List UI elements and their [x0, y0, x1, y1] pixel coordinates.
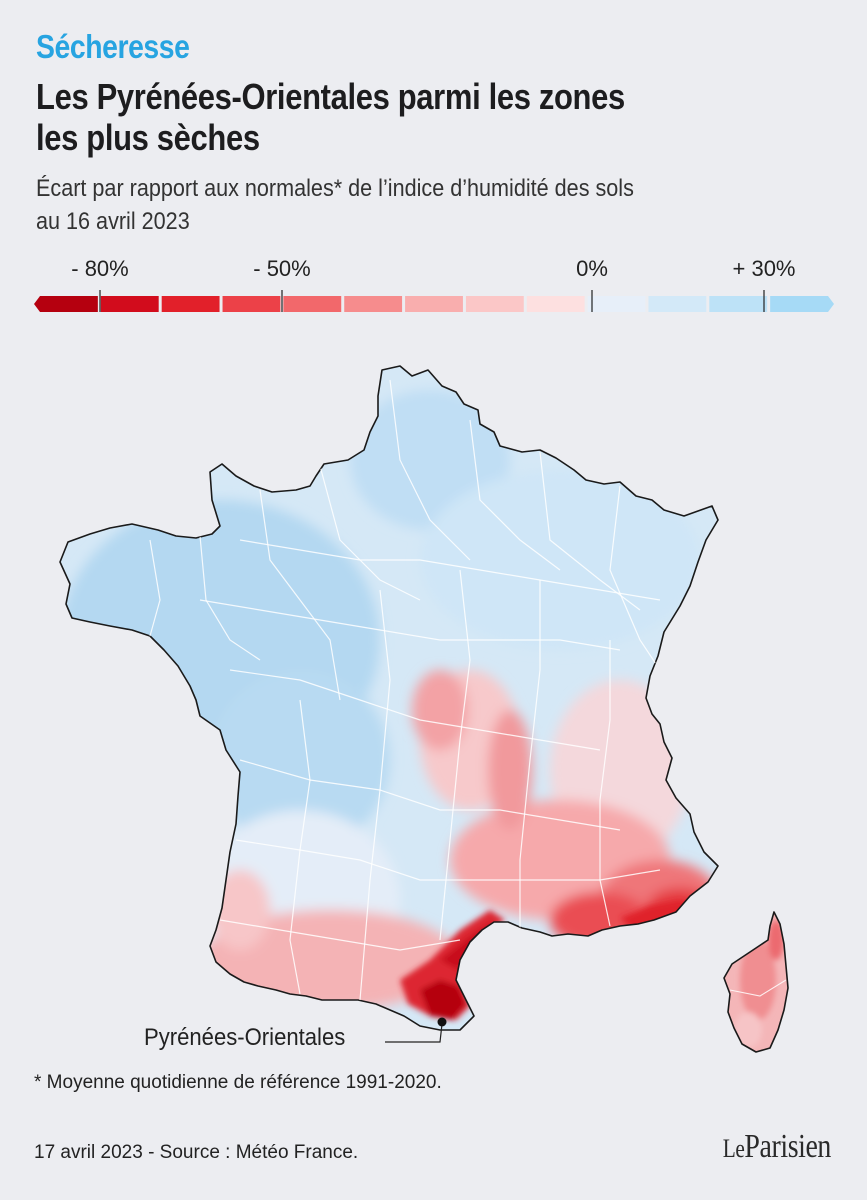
department-borders [149, 379, 661, 1001]
color-scale-legend [34, 290, 834, 312]
title-line-2: les plus sèches [36, 117, 260, 158]
france-soil-moisture-map [59, 365, 789, 1053]
legend-swatch [770, 296, 834, 312]
legend-swatch [526, 296, 585, 312]
le-parisien-logo: LeParisien [722, 1128, 832, 1166]
legend-swatch [222, 296, 281, 312]
title-line-1: Les Pyrénées-Orientales parmi les zones [36, 76, 625, 117]
subtitle-line-2: au 16 avril 2023 [36, 208, 190, 235]
mainland-moisture-field [60, 366, 718, 1030]
mainland-outline [59, 365, 719, 1031]
legend-swatch [161, 296, 220, 312]
corsica-outline [723, 911, 789, 1053]
legend-swatch [283, 296, 342, 312]
logo-parisien: Parisien [744, 1128, 831, 1165]
legend-swatch [465, 296, 524, 312]
legend-swatch [405, 296, 463, 312]
legend-swatch [648, 296, 707, 312]
logo-le: Le [722, 1134, 745, 1163]
corsica-moisture-field [724, 912, 788, 1052]
source-line: 17 avril 2023 - Source : Météo France. [34, 1142, 359, 1163]
pyrenees-orientales-callout [385, 1017, 447, 1043]
page-title: Les Pyrénées-Orientales parmi les zones … [36, 76, 625, 158]
legend-swatch [344, 296, 403, 312]
footnote: * Moyenne quotidienne de référence 1991-… [34, 1072, 442, 1093]
legend-label: 0% [576, 256, 608, 281]
kicker: Sécheresse [36, 28, 190, 65]
legend-swatch [100, 296, 159, 312]
corsica-borders [729, 979, 787, 997]
callout-pyrenees-orientales: Pyrénées-Orientales [144, 1024, 346, 1051]
legend-swatch [587, 296, 646, 312]
legend-label: + 30% [732, 256, 796, 281]
legend-label: - 80% [71, 256, 129, 281]
legend-labels: - 80% - 50% 0% + 30% [0, 256, 867, 286]
legend-swatch [34, 296, 98, 312]
subtitle: Écart par rapport aux normales* de l’ind… [36, 172, 634, 238]
legend-swatch [709, 296, 768, 312]
legend-label: - 50% [253, 256, 311, 281]
subtitle-line-1: Écart par rapport aux normales* de l’ind… [36, 175, 634, 202]
